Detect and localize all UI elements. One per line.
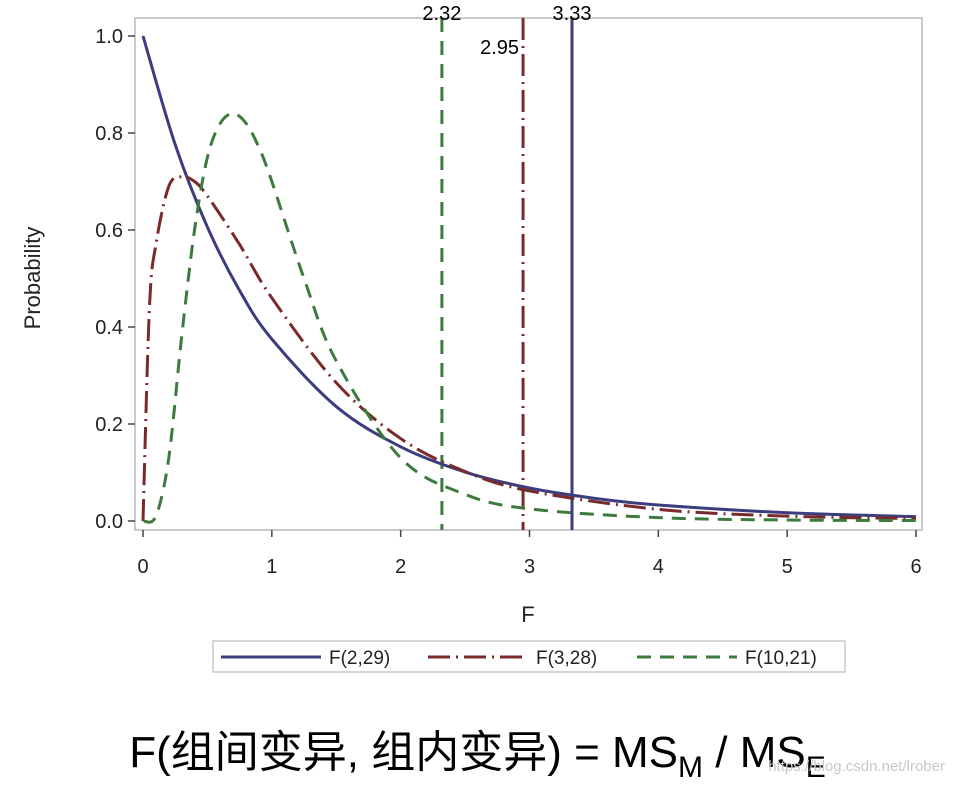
y-tick-label: 0.6 (95, 220, 123, 242)
y-axis-title: Probability (20, 227, 45, 330)
x-tick-label: 2 (395, 556, 406, 578)
caption-prefix: F(组间变异, 组内变异) = MS (129, 728, 679, 777)
x-tick-label: 3 (524, 556, 535, 578)
y-tick-label: 0.2 (95, 414, 123, 436)
x-tick-label: 0 (137, 556, 148, 578)
plot-frame (134, 17, 923, 531)
x-tick-label: 5 (782, 556, 793, 578)
series-line-3 (142, 112, 917, 524)
x-tick-label: 1 (266, 556, 277, 578)
watermark: https://blog.csdn.net/lrober (768, 758, 945, 775)
legend-label-3: F(10,21) (745, 648, 817, 669)
formula-caption: F(组间变异, 组内变异) = MSM / MSE (0, 716, 955, 785)
caption-sub-e: E (805, 751, 826, 784)
caption-middle: / MS (703, 728, 806, 777)
series-line-1 (141, 35, 917, 519)
x-tick-label: 6 (910, 556, 921, 578)
chart: 2.32 2.95 3.33 0.0 0.2 0.4 0.6 0.8 1.0 0 1 2 3 4 5 6 F P… (20, 3, 923, 673)
y-tick-label: 0.0 (95, 511, 123, 533)
legend-label-1: F(2,29) (329, 648, 390, 669)
reference-label-2.32: 2.32 (422, 3, 461, 25)
series-line-2 (141, 174, 917, 522)
x-tick-label: 4 (653, 556, 664, 578)
y-tick-label: 0.8 (95, 123, 123, 145)
legend-label-2: F(3,28) (536, 648, 597, 669)
y-tick-label: 1.0 (95, 26, 123, 48)
y-tick-label: 0.4 (95, 317, 123, 339)
reference-label-2.95: 2.95 (480, 37, 519, 59)
x-axis-title: F (521, 602, 534, 627)
reference-label-3.33: 3.33 (553, 3, 592, 25)
caption-sub-m: M (678, 751, 704, 784)
